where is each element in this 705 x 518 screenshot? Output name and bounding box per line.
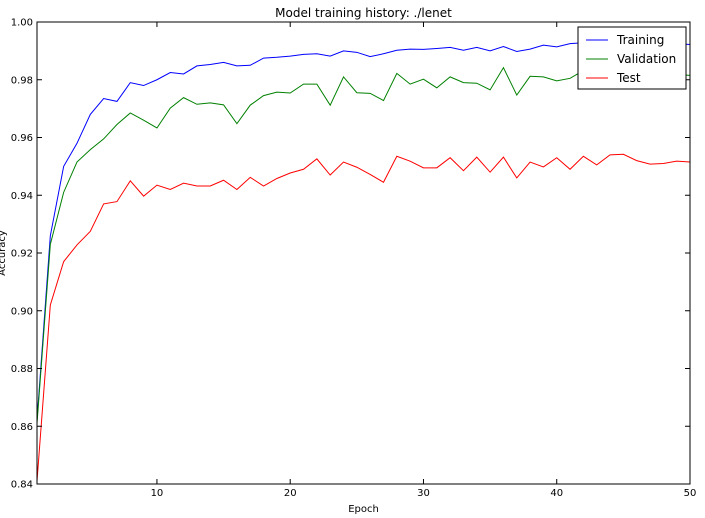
legend-box (577, 26, 687, 90)
series-line-test (36, 153, 691, 482)
y-axis-label: Accuracy (0, 230, 8, 276)
x-tick-label: 50 (684, 488, 697, 499)
x-tick-label: 10 (151, 488, 164, 499)
x-tick-label: 30 (417, 488, 430, 499)
y-tick-label: 1.00 (11, 18, 33, 29)
y-tick-label: 0.90 (11, 306, 33, 317)
y-tick-label: 0.88 (11, 364, 33, 375)
legend-label-test: Test (616, 71, 641, 85)
x-tick-label: 20 (284, 488, 297, 499)
y-tick-label: 0.96 (11, 133, 33, 144)
plot-frame (36, 21, 691, 485)
y-tick-label: 0.92 (11, 249, 33, 260)
chart-title: Model training history: ./lenet (275, 6, 452, 20)
legend-label-training: Training (616, 33, 664, 47)
x-axis-label: Epoch (348, 504, 379, 515)
y-tick-label: 0.84 (11, 480, 33, 491)
y-tick-label: 0.86 (11, 422, 33, 433)
legend: Training Validation Test (577, 26, 687, 90)
y-tick-label: 0.98 (11, 75, 33, 86)
plot-background (37, 22, 690, 484)
x-tick-label: 40 (550, 488, 563, 499)
y-tick-label: 0.94 (11, 191, 33, 202)
legend-label-validation: Validation (617, 52, 676, 66)
